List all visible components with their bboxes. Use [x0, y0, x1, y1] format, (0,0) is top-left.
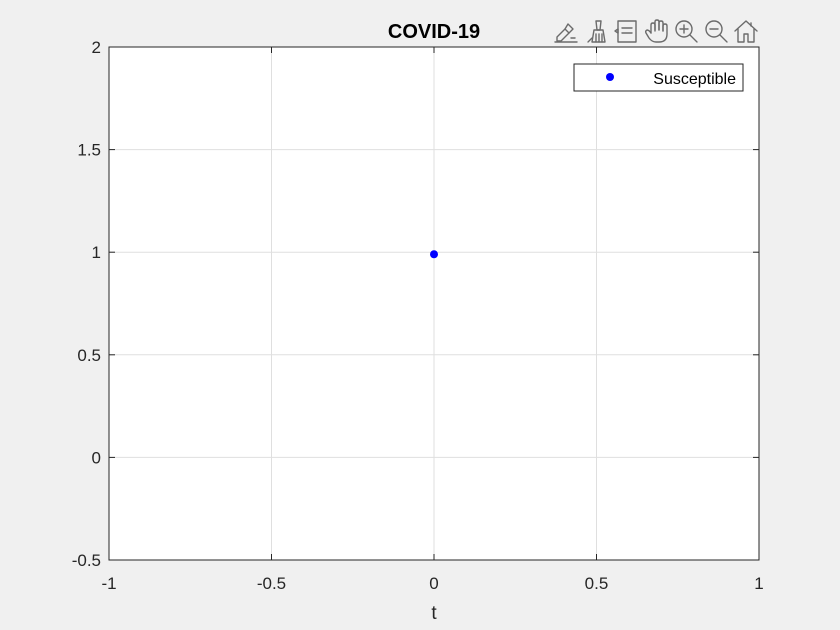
- zoom-out-icon[interactable]: [703, 18, 729, 44]
- x-tick-label: -1: [101, 574, 116, 593]
- pan-icon[interactable]: [644, 18, 670, 44]
- legend-marker: [606, 73, 614, 81]
- x-tick-label: 0.5: [585, 574, 609, 593]
- legend-label: Susceptible: [653, 71, 736, 88]
- data-tips-icon[interactable]: [614, 18, 640, 44]
- chart-title: COVID-19: [388, 21, 480, 43]
- x-tick-label: 0: [429, 574, 438, 593]
- edit-plot-icon[interactable]: [553, 18, 579, 44]
- y-tick-label: 1.5: [77, 141, 101, 160]
- legend-box: [573, 63, 744, 92]
- axes-toolbar: [553, 18, 759, 44]
- y-tick-label: 1: [92, 243, 101, 262]
- series-susceptible: [430, 250, 438, 259]
- x-tick-label: -0.5: [257, 574, 286, 593]
- y-tick-label: 2: [92, 38, 101, 57]
- x-tick-labels: -1 -0.5 0 0.5 1: [101, 574, 763, 593]
- data-point[interactable]: [430, 250, 438, 259]
- y-tick-label: 0: [92, 448, 101, 467]
- ticks: [108, 46, 760, 561]
- y-tick-label: -0.5: [72, 551, 101, 570]
- brush-icon[interactable]: [585, 18, 611, 44]
- home-icon[interactable]: [733, 18, 759, 44]
- y-tick-label: 0.5: [77, 346, 101, 365]
- zoom-in-icon[interactable]: [673, 18, 699, 44]
- legend[interactable]: Susceptible: [573, 63, 744, 92]
- x-axis-label: t: [431, 603, 437, 624]
- x-tick-label: 1: [754, 574, 763, 593]
- y-tick-labels: -0.5 0 0.5 1 1.5 2: [72, 38, 101, 570]
